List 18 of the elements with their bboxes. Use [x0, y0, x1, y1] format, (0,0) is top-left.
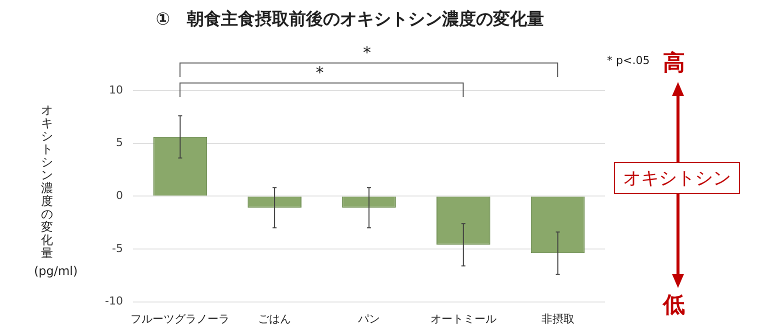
y-tick-label: 0 [116, 188, 123, 202]
x-tick-label: フルーツグラノーラ [130, 312, 230, 326]
y-tick-label: 10 [108, 83, 123, 96]
y-tick-label: 5 [116, 136, 123, 150]
x-tick-label: ごはん [258, 312, 292, 326]
text: * [316, 63, 324, 82]
x-tick-label: オートミール [430, 312, 496, 326]
text: 低 [663, 292, 685, 320]
text: * [362, 43, 371, 62]
text: * p<.05 [607, 54, 650, 67]
text: 高 [663, 50, 685, 78]
x-tick-label: パン [356, 312, 380, 326]
chart-title: ① 朝食主食摂取前後のオキシトシン濃度の変化量 [156, 10, 544, 30]
y-tick-label: -10 [105, 294, 123, 308]
y-tick-label: -5 [112, 242, 123, 255]
x-tick-label: 非摂取 [541, 312, 574, 326]
text: オキシトシン [614, 162, 740, 194]
text: オキシトシン濃度の変化量 (pg/ml) [34, 103, 78, 278]
